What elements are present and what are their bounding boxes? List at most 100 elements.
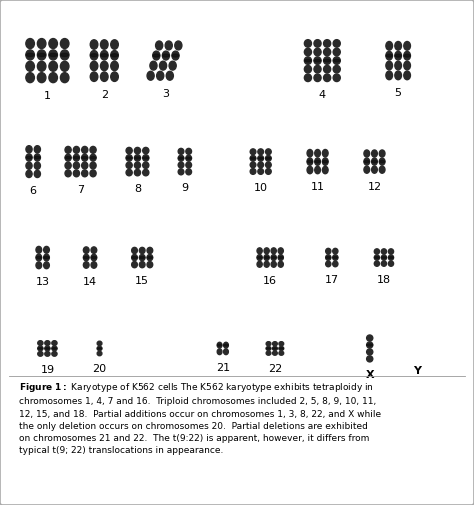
Ellipse shape bbox=[73, 170, 80, 177]
Ellipse shape bbox=[26, 38, 35, 48]
Ellipse shape bbox=[307, 166, 313, 174]
Ellipse shape bbox=[265, 169, 271, 174]
Text: 11: 11 bbox=[310, 182, 325, 192]
Ellipse shape bbox=[305, 60, 311, 62]
Ellipse shape bbox=[326, 261, 331, 267]
Ellipse shape bbox=[132, 262, 137, 268]
Ellipse shape bbox=[258, 158, 264, 159]
Ellipse shape bbox=[38, 348, 43, 349]
Ellipse shape bbox=[367, 344, 373, 346]
Ellipse shape bbox=[97, 351, 102, 356]
Ellipse shape bbox=[186, 155, 191, 161]
Ellipse shape bbox=[65, 157, 71, 159]
Ellipse shape bbox=[100, 72, 108, 81]
Ellipse shape bbox=[36, 246, 42, 253]
Ellipse shape bbox=[175, 41, 182, 50]
Ellipse shape bbox=[304, 74, 311, 81]
Ellipse shape bbox=[60, 73, 69, 83]
Ellipse shape bbox=[333, 48, 340, 56]
Ellipse shape bbox=[83, 262, 89, 268]
Ellipse shape bbox=[83, 247, 89, 254]
Ellipse shape bbox=[304, 40, 311, 47]
Ellipse shape bbox=[52, 346, 57, 351]
Ellipse shape bbox=[90, 40, 98, 49]
Ellipse shape bbox=[333, 40, 340, 47]
Ellipse shape bbox=[147, 71, 154, 80]
Ellipse shape bbox=[82, 157, 88, 159]
Ellipse shape bbox=[73, 154, 80, 161]
Ellipse shape bbox=[178, 155, 184, 161]
Ellipse shape bbox=[100, 40, 108, 49]
Ellipse shape bbox=[143, 162, 149, 169]
Ellipse shape bbox=[37, 61, 46, 71]
Ellipse shape bbox=[386, 55, 392, 57]
Ellipse shape bbox=[82, 162, 88, 169]
Ellipse shape bbox=[324, 57, 331, 64]
Ellipse shape bbox=[315, 166, 320, 174]
Ellipse shape bbox=[37, 73, 46, 83]
Text: 3: 3 bbox=[163, 89, 169, 99]
Ellipse shape bbox=[380, 161, 385, 163]
Ellipse shape bbox=[257, 248, 262, 254]
Ellipse shape bbox=[386, 52, 392, 60]
Text: 21: 21 bbox=[216, 363, 230, 373]
Text: 6: 6 bbox=[30, 186, 36, 196]
Ellipse shape bbox=[44, 246, 49, 253]
Ellipse shape bbox=[126, 147, 132, 154]
Ellipse shape bbox=[315, 161, 320, 163]
Ellipse shape bbox=[97, 348, 102, 349]
Ellipse shape bbox=[389, 257, 393, 259]
Ellipse shape bbox=[186, 148, 191, 155]
Ellipse shape bbox=[38, 54, 46, 57]
Ellipse shape bbox=[307, 161, 312, 163]
Ellipse shape bbox=[73, 162, 80, 169]
Ellipse shape bbox=[52, 341, 57, 345]
Ellipse shape bbox=[273, 342, 277, 346]
Ellipse shape bbox=[278, 257, 283, 259]
Ellipse shape bbox=[135, 155, 140, 161]
Text: 2: 2 bbox=[100, 90, 108, 100]
Ellipse shape bbox=[26, 154, 32, 161]
Ellipse shape bbox=[264, 257, 269, 259]
Ellipse shape bbox=[44, 262, 49, 269]
Ellipse shape bbox=[38, 351, 43, 356]
Ellipse shape bbox=[265, 156, 271, 161]
Ellipse shape bbox=[45, 346, 50, 351]
Ellipse shape bbox=[388, 261, 393, 266]
Text: 17: 17 bbox=[325, 275, 339, 285]
Ellipse shape bbox=[279, 342, 283, 346]
Ellipse shape bbox=[100, 50, 108, 60]
Ellipse shape bbox=[333, 257, 337, 259]
Ellipse shape bbox=[364, 150, 370, 157]
Ellipse shape bbox=[326, 257, 331, 259]
Ellipse shape bbox=[90, 72, 98, 81]
Text: 18: 18 bbox=[377, 275, 391, 285]
Ellipse shape bbox=[314, 48, 321, 56]
Ellipse shape bbox=[34, 162, 40, 169]
Ellipse shape bbox=[404, 52, 410, 60]
Ellipse shape bbox=[126, 169, 132, 176]
Ellipse shape bbox=[126, 162, 132, 169]
Ellipse shape bbox=[143, 147, 149, 154]
Text: 1: 1 bbox=[44, 91, 51, 102]
Ellipse shape bbox=[314, 66, 321, 73]
Ellipse shape bbox=[264, 261, 269, 267]
Ellipse shape bbox=[382, 257, 386, 259]
Ellipse shape bbox=[257, 257, 262, 259]
Ellipse shape bbox=[273, 351, 277, 355]
Text: 7: 7 bbox=[77, 185, 84, 195]
Ellipse shape bbox=[139, 255, 145, 261]
Ellipse shape bbox=[26, 170, 32, 178]
Ellipse shape bbox=[279, 348, 283, 349]
Ellipse shape bbox=[83, 255, 89, 261]
Ellipse shape bbox=[135, 162, 140, 169]
Ellipse shape bbox=[178, 169, 184, 175]
Ellipse shape bbox=[372, 150, 377, 157]
Ellipse shape bbox=[139, 257, 145, 259]
Ellipse shape bbox=[90, 146, 96, 154]
Ellipse shape bbox=[218, 344, 222, 346]
Ellipse shape bbox=[49, 50, 57, 60]
Ellipse shape bbox=[372, 166, 377, 173]
Ellipse shape bbox=[52, 351, 57, 356]
Ellipse shape bbox=[324, 40, 331, 47]
